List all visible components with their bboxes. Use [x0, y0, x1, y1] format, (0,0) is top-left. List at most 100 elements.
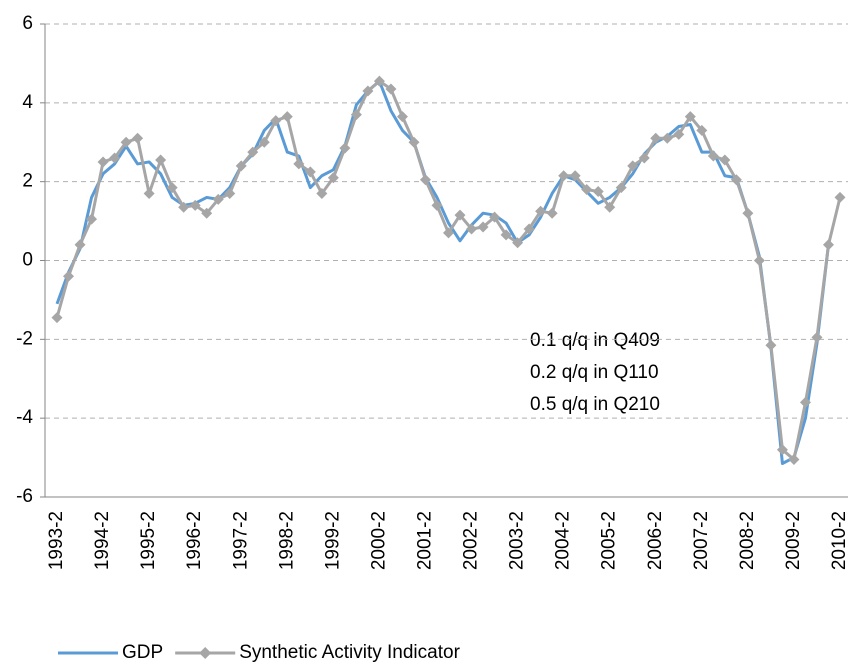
marker [742, 207, 754, 219]
marker [799, 396, 811, 408]
marker [489, 211, 501, 223]
marker [109, 152, 121, 164]
marker [454, 209, 466, 221]
legend-marker [199, 647, 212, 659]
y-tick-label: 2 [22, 171, 33, 192]
x-tick-label: 1997-2 [230, 511, 251, 570]
marker [431, 199, 443, 211]
annotation: 0.2 q/q in Q110 [530, 362, 659, 383]
marker [178, 201, 190, 213]
marker [730, 174, 742, 186]
marker [604, 201, 616, 213]
x-tick-label: 2009-2 [783, 511, 804, 570]
x-tick-label: 1996-2 [184, 511, 205, 570]
x-tick-label: 2002-2 [461, 511, 482, 570]
marker [684, 111, 696, 123]
marker [293, 158, 305, 170]
marker [546, 207, 558, 219]
x-tick-label: 1994-2 [92, 511, 113, 570]
marker [512, 237, 524, 249]
marker [696, 124, 708, 136]
marker [673, 128, 685, 140]
marker [811, 331, 823, 343]
x-tick-label: 2005-2 [599, 511, 620, 570]
marker [155, 154, 167, 166]
marker [362, 85, 374, 97]
marker [569, 170, 581, 182]
marker [477, 221, 489, 233]
marker [638, 152, 650, 164]
series-line [55, 79, 842, 462]
marker [258, 136, 270, 148]
y-tick-label: -6 [16, 486, 33, 507]
marker [650, 132, 662, 144]
x-tick-label: 1993-2 [46, 511, 67, 570]
series-line [55, 79, 830, 465]
y-tick-label: -4 [16, 407, 33, 428]
marker [166, 182, 178, 194]
marker [788, 454, 800, 466]
marker [719, 154, 731, 166]
legend-label: GDP [122, 642, 163, 663]
marker [63, 270, 75, 282]
y-tick-label: -2 [16, 328, 33, 349]
marker [523, 223, 535, 235]
y-tick-label: 6 [22, 13, 33, 34]
legend-label: Synthetic Activity Indicator [239, 642, 460, 663]
marker [235, 160, 247, 172]
x-tick-label: 1999-2 [322, 511, 343, 570]
marker [834, 191, 846, 203]
marker [385, 83, 397, 95]
x-tick-label: 2001-2 [414, 511, 435, 570]
marker [74, 239, 86, 251]
marker [86, 213, 98, 225]
marker [51, 312, 63, 324]
marker [753, 255, 765, 266]
y-tick-label: 4 [22, 92, 33, 113]
marker [396, 111, 408, 123]
marker [765, 339, 777, 351]
marker [97, 156, 109, 168]
marker [201, 207, 213, 219]
x-tick-label: 1998-2 [276, 511, 297, 570]
annotation: 0.1 q/q in Q409 [530, 330, 660, 351]
marker [120, 136, 132, 148]
marker [661, 132, 673, 144]
marker [466, 223, 478, 235]
marker [500, 229, 512, 241]
marker [558, 170, 570, 182]
marker [776, 444, 788, 456]
marker [304, 166, 316, 178]
x-tick-label: 1995-2 [138, 511, 159, 570]
marker [327, 172, 339, 184]
marker [615, 182, 627, 194]
marker [822, 239, 834, 251]
x-tick-label: 2003-2 [507, 511, 528, 570]
marker [707, 150, 719, 162]
x-tick-label: 2000-2 [368, 511, 389, 570]
x-tick-label: 2010-2 [829, 511, 849, 570]
marker [143, 187, 155, 199]
marker [419, 174, 431, 186]
x-tick-label: 2007-2 [691, 511, 712, 570]
x-tick-label: 2006-2 [645, 511, 666, 570]
marker [581, 184, 593, 196]
marker [281, 111, 293, 123]
marker [350, 109, 362, 121]
marker [189, 199, 201, 211]
marker [316, 187, 328, 199]
marker [247, 146, 259, 158]
annotation: 0.5 q/q in Q210 [530, 394, 660, 415]
marker [270, 115, 282, 127]
marker [212, 193, 224, 205]
marker [132, 132, 144, 144]
y-tick-label: 0 [22, 250, 33, 271]
marker [373, 75, 385, 87]
marker [224, 187, 236, 199]
marker [443, 227, 454, 239]
marker [627, 160, 639, 172]
marker [592, 186, 604, 198]
marker [408, 136, 420, 148]
marker [339, 142, 351, 154]
